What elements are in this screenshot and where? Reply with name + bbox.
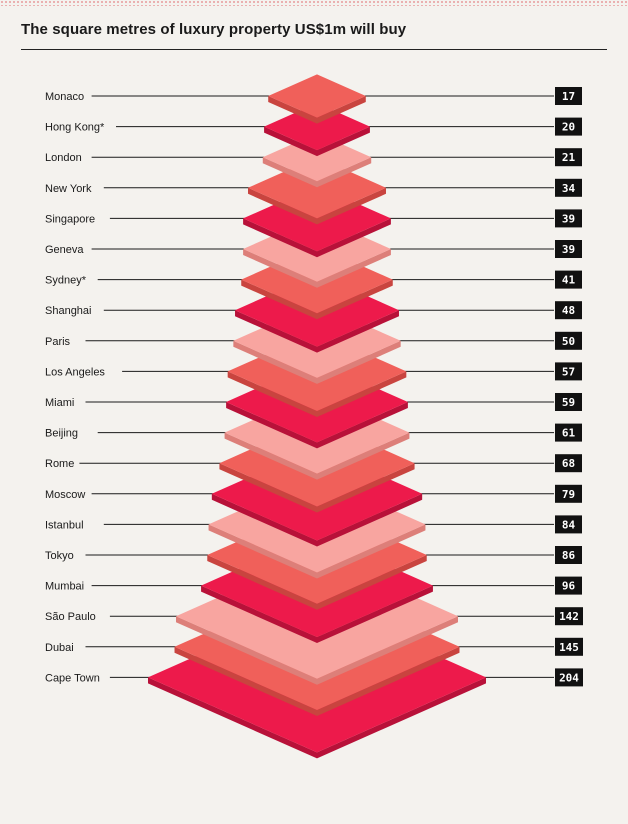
value-label: 79 — [562, 488, 575, 501]
value-box — [555, 423, 582, 442]
city-label: Shanghai — [45, 305, 92, 317]
value-box — [555, 393, 582, 411]
diamond-mark — [248, 157, 386, 225]
value-box — [555, 637, 583, 656]
city-label: Tokyo — [45, 550, 74, 562]
diamond-edge — [268, 96, 366, 124]
value-label: 84 — [562, 518, 576, 531]
value-box — [555, 87, 582, 105]
value-box — [555, 117, 582, 136]
value-box — [555, 484, 582, 503]
value-label: 86 — [562, 549, 576, 562]
value-box — [555, 209, 582, 228]
value-box — [555, 546, 582, 564]
diamond-face — [268, 74, 366, 118]
diamond-edge — [264, 126, 370, 157]
value-label: 48 — [562, 304, 575, 317]
city-label: New York — [45, 183, 92, 195]
value-box — [555, 270, 582, 289]
diamond-face — [262, 133, 372, 182]
value-label: 20 — [562, 121, 575, 134]
city-label: Singapore — [45, 213, 95, 225]
value-label: 61 — [562, 427, 576, 440]
city-label: Cape Town — [45, 672, 100, 684]
city-label: Los Angeles — [45, 366, 105, 378]
diamond-face — [248, 157, 386, 219]
top-dotted-stripe — [0, 0, 628, 6]
value-label: 21 — [562, 151, 576, 164]
value-label: 41 — [562, 274, 576, 287]
diamond-edge — [262, 157, 372, 188]
city-label: London — [45, 152, 82, 164]
diamond-mark — [268, 74, 366, 124]
city-label: Beijing — [45, 428, 78, 440]
city-label: São Paulo — [45, 611, 96, 623]
value-box — [555, 576, 582, 595]
value-box — [555, 240, 582, 258]
city-label: Sydney* — [45, 275, 87, 287]
value-label: 59 — [562, 396, 575, 409]
city-label: Hong Kong* — [45, 122, 105, 134]
value-box — [555, 178, 582, 197]
value-box — [555, 301, 582, 320]
city-label: Paris — [45, 336, 71, 348]
value-label: 57 — [562, 365, 575, 378]
value-label: 34 — [562, 182, 576, 195]
city-label: Istanbul — [45, 519, 84, 531]
city-label: Mumbai — [45, 581, 84, 593]
diamond-face — [264, 103, 370, 151]
city-label: Moscow — [45, 489, 85, 501]
title-rule — [21, 49, 607, 50]
value-label: 68 — [562, 457, 575, 470]
value-box — [555, 454, 582, 473]
diamond-mark — [262, 133, 372, 188]
city-label: Geneva — [45, 244, 84, 256]
chart-title: The square metres of luxury property US$… — [21, 21, 407, 38]
value-box — [555, 607, 583, 626]
value-label: 39 — [562, 243, 575, 256]
value-box — [555, 331, 582, 350]
diamond-mark — [264, 103, 370, 157]
value-box — [555, 148, 582, 167]
value-label: 39 — [562, 212, 575, 225]
city-label: Monaco — [45, 91, 84, 103]
value-box — [555, 668, 583, 687]
value-box — [555, 362, 582, 381]
city-label: Rome — [45, 458, 74, 470]
value-label: 204 — [559, 671, 579, 684]
city-label: Dubai — [45, 642, 74, 654]
value-label: 145 — [559, 641, 579, 654]
value-label: 142 — [559, 610, 579, 623]
value-label: 17 — [562, 90, 575, 103]
city-label: Miami — [45, 397, 74, 409]
value-box — [555, 515, 582, 534]
value-label: 50 — [562, 335, 575, 348]
value-label: 96 — [562, 580, 576, 593]
